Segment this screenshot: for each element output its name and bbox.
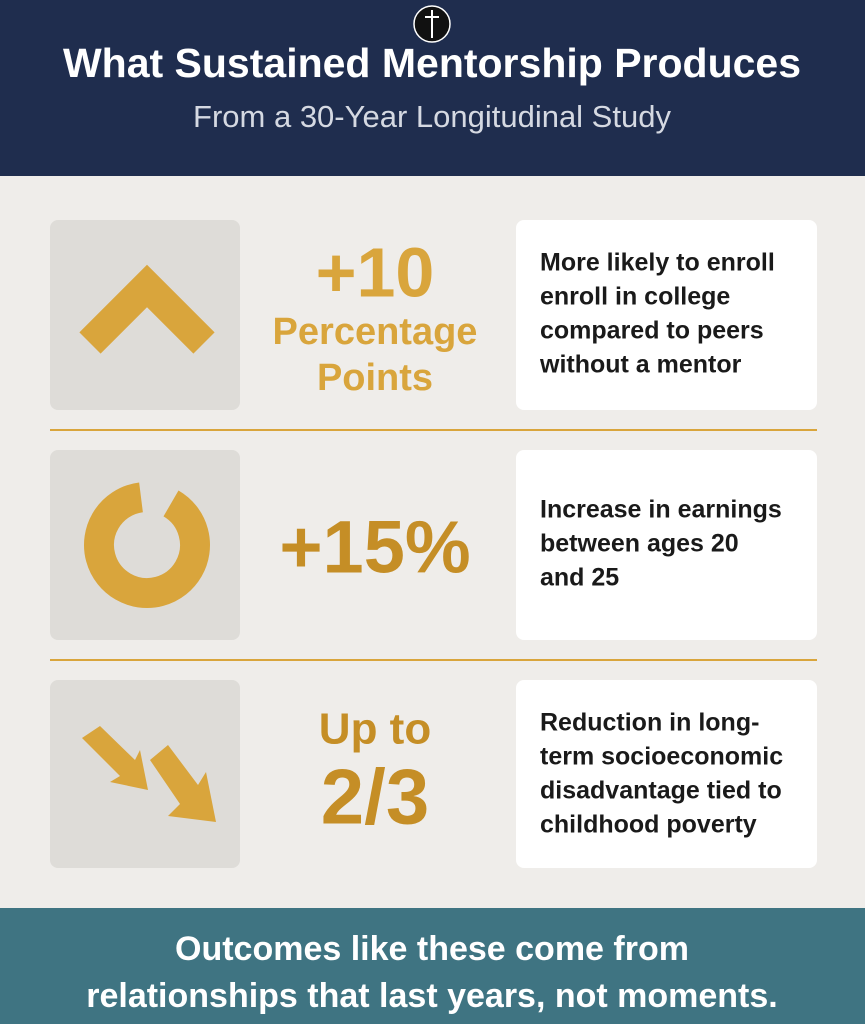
stat-figure: +15% — [279, 506, 470, 589]
icon-box — [50, 450, 240, 640]
stat-description: childhood poverty — [540, 811, 757, 839]
description-card — [516, 450, 817, 640]
stat-description: More likely to enroll — [540, 249, 775, 277]
footer-text: Outcomes like these come from — [175, 930, 689, 968]
description-card — [516, 680, 817, 868]
stat-description: term socioeconomic — [540, 743, 783, 771]
stat-description: Increase in earnings — [540, 496, 782, 524]
logo-mark — [425, 10, 439, 38]
up-chevron-icon — [79, 264, 215, 354]
stat-description: disadvantage tied to — [540, 777, 782, 805]
footer-band — [0, 908, 865, 1024]
description-card — [516, 220, 817, 410]
subtitle: From a 30-Year Longitudinal Study — [193, 99, 671, 134]
stat-figure: Up to — [319, 705, 431, 754]
stat-figure: Points — [317, 357, 433, 399]
footer-text: relationships that last years, not momen… — [86, 977, 778, 1015]
stat-figure: Percentage — [273, 311, 478, 353]
stat-description: enroll in college — [540, 283, 730, 311]
icon-box — [50, 680, 240, 868]
donut-icon — [84, 482, 210, 608]
stat-figure: 2/3 — [321, 753, 429, 841]
down-arrow-icon — [82, 726, 148, 790]
stat-figure: +10 — [316, 233, 435, 311]
icon-box — [50, 220, 240, 410]
down-arrow-icon — [150, 745, 216, 822]
title: What Sustained Mentorship Produces — [63, 40, 801, 86]
stat-description: without a mentor — [539, 351, 742, 379]
stat-description: between ages 20 — [540, 530, 739, 558]
stat-description: and 25 — [540, 564, 619, 592]
stat-description: compared to peers — [540, 317, 764, 345]
stat-description: Reduction in long- — [540, 709, 759, 737]
